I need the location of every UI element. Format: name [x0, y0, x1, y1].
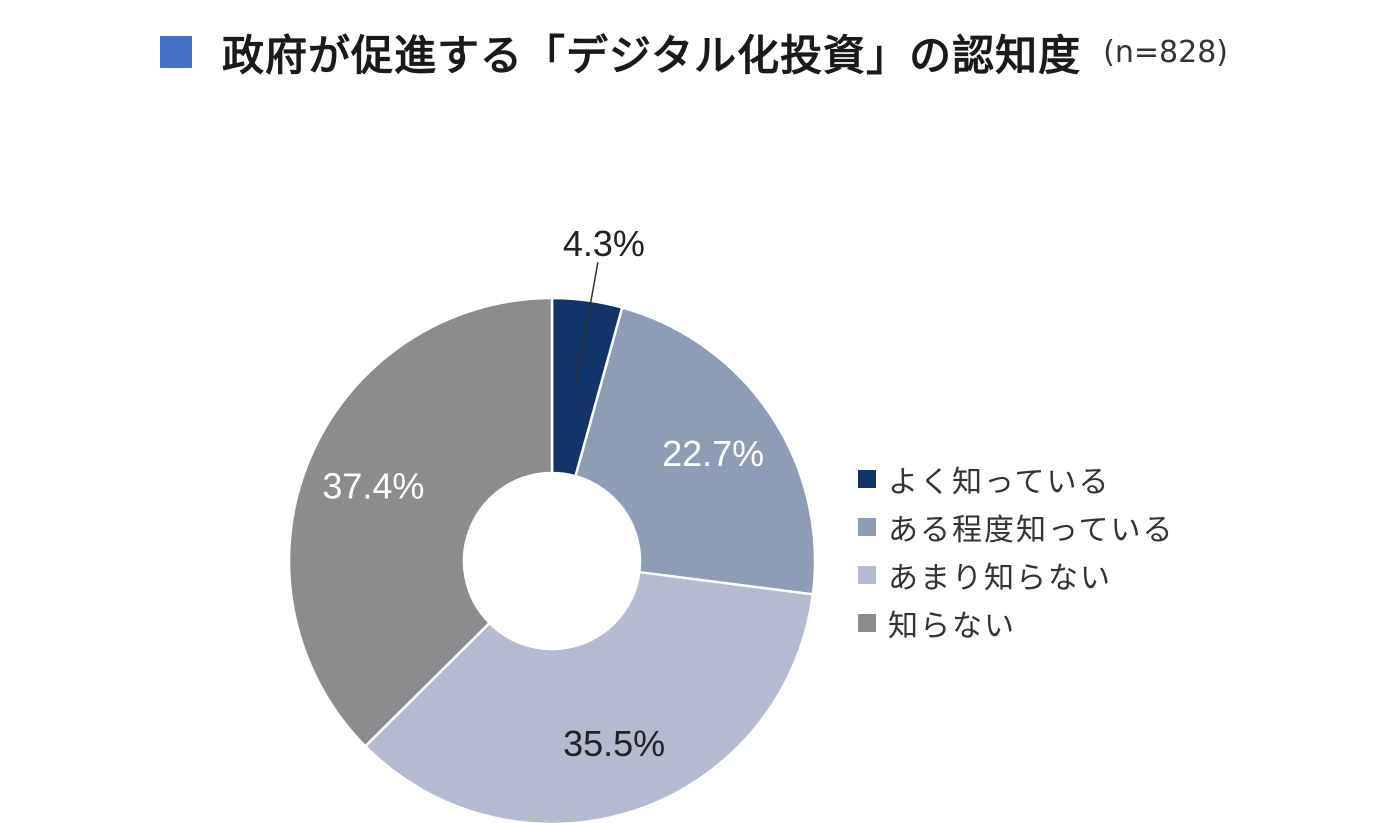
legend-swatch	[858, 614, 876, 632]
donut-slice	[363, 570, 815, 823]
donut-slice	[573, 306, 817, 596]
legend-label: ある程度知っている	[888, 513, 1175, 548]
chart-sample-size: (n=828)	[1103, 34, 1228, 70]
chart-legend: よく知っているある程度知っている あまり知らない 知らない	[858, 455, 1175, 647]
slice-value-label: 4.3%	[563, 223, 645, 264]
title-square-icon	[160, 36, 192, 68]
legend-item: 知らない	[858, 599, 1175, 647]
legend-swatch	[858, 518, 876, 536]
chart-title: 政府が促進する「デジタル化投資」の認知度	[222, 30, 1082, 80]
legend-label: よく知っている	[888, 465, 1111, 500]
leader-line	[575, 262, 599, 384]
donut-slice	[287, 296, 554, 749]
slice-value-label: 35.5%	[563, 723, 665, 764]
legend-item: よく知っている	[858, 455, 1175, 503]
legend-swatch	[858, 470, 876, 488]
legend-label: 知らない	[888, 609, 1016, 644]
chart-title-row: 政府が促進する「デジタル化投資」の認知度 (n=828)	[160, 22, 1228, 82]
slice-value-label: 37.4%	[322, 466, 424, 507]
legend-item: あまり知らない	[858, 551, 1175, 599]
legend-item: ある程度知っている	[858, 503, 1175, 551]
slice-value-label: 22.7%	[662, 433, 764, 474]
legend-swatch	[858, 566, 876, 584]
legend-label: あまり知らない	[888, 561, 1112, 596]
